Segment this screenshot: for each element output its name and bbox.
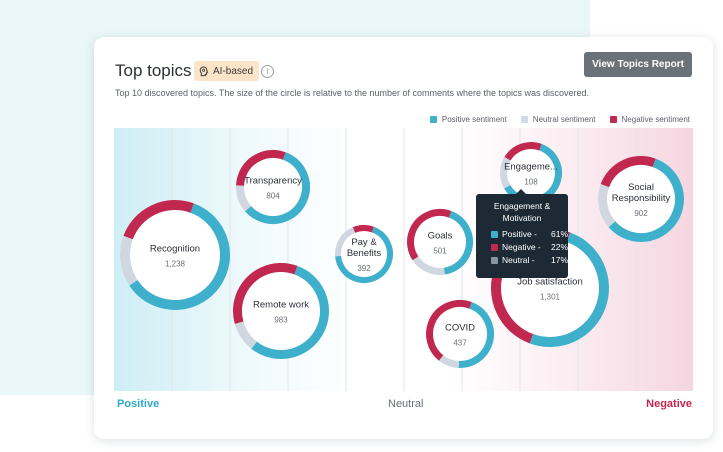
brain-icon [199, 65, 209, 76]
legend-label-positive: Positive sentiment [441, 115, 507, 124]
bubble-arc-positive-goals [407, 209, 473, 275]
tooltip-label-negative: Negative - [502, 242, 541, 252]
bubble-arc-neutral-goals [407, 209, 473, 275]
bubble-pay-benefits[interactable]: Pay &Benefits 392 [331, 221, 398, 288]
bubble-fill-remote-work [233, 263, 329, 359]
bubble-arc-positive-social-responsibility [598, 156, 684, 242]
axis-label-negative: Negative [646, 398, 692, 410]
tooltip-value-negative: 22% [550, 242, 568, 252]
topic-tooltip: Engagement & Motivation Positive - 61% N… [476, 189, 568, 278]
tooltip-value-neutral: 17% [550, 255, 568, 265]
bubble-goals[interactable]: Goals 501 [402, 204, 478, 280]
bubble-count-job-satisfaction: 1,301 [540, 293, 561, 302]
bubble-arc-negative-remote-work [233, 263, 329, 359]
sentiment-legend: Positive sentiment Neutral sentiment Neg… [429, 115, 690, 124]
bubble-label-goals: Goals [428, 231, 453, 242]
legend-item-positive: Positive sentiment [429, 115, 507, 124]
bubble-label-engageme: Engageme... [504, 162, 558, 173]
tooltip-title-line2: Motivation [502, 213, 542, 223]
top-topics-card: Top topics AI-based i View Topics Report… [94, 37, 713, 439]
tooltip-title-line1: Engagement & [493, 201, 551, 211]
legend-swatch-neutral [520, 116, 528, 123]
bubble-arc-neutral-recognition [120, 200, 230, 310]
bubble-fill-goals [407, 209, 473, 275]
bubble-arc-neutral-engageme [500, 142, 562, 204]
bubble-covid[interactable]: COVID 437 [421, 295, 499, 373]
legend-label-negative: Negative sentiment [621, 115, 690, 124]
axis-label-positive: Positive [117, 398, 160, 410]
bubble-label-transparency: Transparency [244, 176, 302, 187]
legend-item-neutral: Neutral sentiment [520, 115, 596, 124]
view-topics-report-button[interactable]: View Topics Report [584, 52, 692, 77]
bubble-label-pay-benefits-1: Pay & [351, 237, 377, 248]
bubble-label-job-satisfaction: Job satisfaction [517, 277, 582, 288]
card-title: Top topics [115, 61, 192, 80]
bubble-fill-recognition [120, 200, 230, 310]
legend-item-negative: Negative sentiment [609, 115, 690, 124]
ai-badge-label: AI-based [213, 65, 254, 77]
bubble-remote-work[interactable]: Remote work 983 [225, 255, 337, 367]
legend-swatch-positive [429, 116, 437, 123]
bubble-count-transparency: 804 [266, 192, 280, 201]
tooltip-value-positive: 61% [550, 229, 568, 239]
bubble-arc-neutral-covid [426, 300, 494, 368]
bubble-transparency[interactable]: Transparency 804 [231, 145, 316, 230]
bubble-arc-positive-recognition [120, 200, 230, 310]
info-icon[interactable]: i [261, 65, 274, 78]
tooltip-label-neutral: Neutral - [502, 255, 535, 265]
bubble-label-covid: COVID [445, 323, 475, 334]
bubble-count-goals: 501 [433, 247, 447, 256]
tooltip-label-positive: Positive - [502, 229, 537, 239]
ai-based-badge: AI-based [194, 61, 260, 81]
bubble-arc-positive-job-satisfaction [491, 229, 609, 347]
bubble-label-pay-benefits-2: Benefits [347, 248, 382, 259]
tooltip-swatch-positive [491, 231, 498, 238]
bubble-arc-negative-transparency [236, 150, 310, 225]
bubble-count-pay-benefits: 392 [357, 264, 371, 273]
bubble-arc-negative-covid [426, 300, 494, 368]
tooltip-row-positive: Positive - 61% [476, 228, 568, 241]
bubble-label-social-responsibility-1: Social [628, 182, 654, 193]
axis-label-neutral: Neutral [388, 398, 424, 410]
bubble-count-covid: 437 [453, 339, 467, 348]
bubble-fill-pay-benefits [335, 225, 393, 283]
bubble-fill-transparency [236, 150, 310, 224]
tooltip-row-negative: Negative - 22% [476, 241, 568, 254]
bubble-label-social-responsibility-2: Responsibility [612, 193, 671, 204]
tooltip-swatch-negative [491, 244, 498, 251]
bubble-arc-neutral-pay-benefits [335, 225, 393, 283]
tooltip-row-neutral: Neutral - 17% [476, 254, 568, 267]
bubble-count-engageme: 108 [524, 178, 538, 187]
bubble-arc-negative-pay-benefits [335, 225, 393, 283]
bubble-fill-social-responsibility [598, 156, 684, 242]
bubble-label-remote-work: Remote work [253, 300, 309, 311]
bubble-count-remote-work: 983 [274, 316, 288, 325]
bubble-label-recognition: Recognition [150, 244, 200, 255]
topics-bubble-chart: Recognition 1,238 Transparency 804 Remote wo… [114, 128, 693, 391]
legend-swatch-negative [609, 116, 617, 123]
tooltip-swatch-neutral [491, 257, 498, 264]
bubble-recognition[interactable]: Recognition 1,238 [111, 191, 239, 319]
bubble-count-recognition: 1,238 [165, 260, 186, 269]
legend-label-neutral: Neutral sentiment [532, 115, 596, 124]
bubble-arc-neutral-social-responsibility [598, 156, 684, 242]
bubble-count-social-responsibility: 902 [634, 209, 648, 218]
bubble-fill-engageme [500, 142, 562, 204]
bubble-fill-covid [426, 300, 494, 368]
card-subtitle: Top 10 discovered topics. The size of th… [115, 88, 590, 98]
